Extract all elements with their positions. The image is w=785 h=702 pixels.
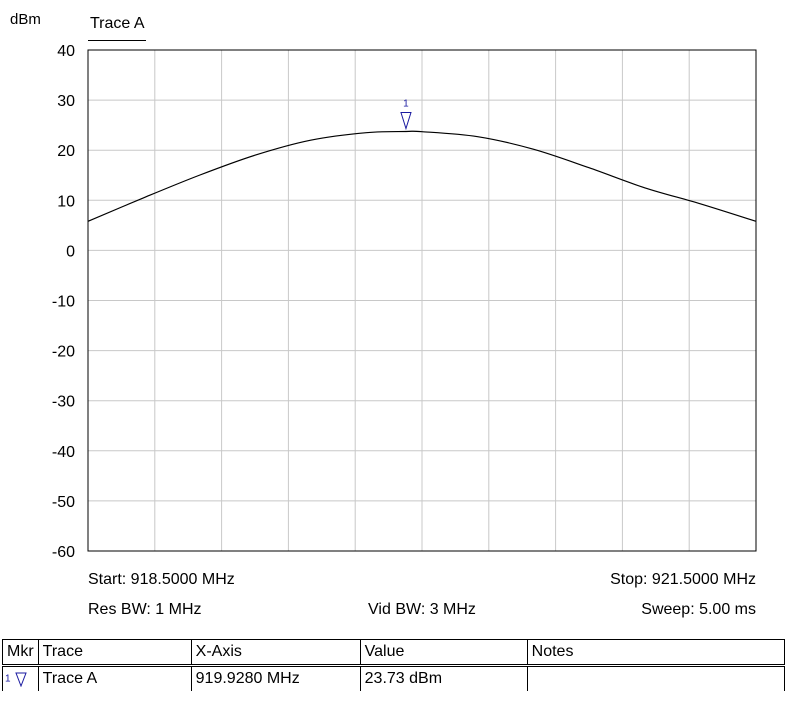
row-xaxis: 919.9280 MHz: [190, 665, 361, 691]
y-tick-label: 20: [57, 143, 75, 160]
y-tick-label: -40: [52, 444, 75, 461]
y-tick-label: 30: [57, 93, 75, 110]
y-tick-label: 0: [66, 243, 75, 260]
spectrum-plot: 40 30 20 10 0 -10 -20 -30 -40 -50 -60 1 Start: 918…: [52, 43, 757, 618]
y-tick-label: 40: [57, 43, 75, 60]
row-value: 23.73 dBm: [359, 665, 528, 691]
row-notes: [526, 665, 785, 691]
y-tick-labels: 40 30 20 10 0 -10 -20 -30 -40 -50 -60: [52, 43, 75, 561]
trace-title: Trace A: [90, 15, 145, 32]
table-row[interactable]: 1 Trace A 919.9280 MHz 23.73 dBm: [2, 665, 785, 691]
plot-frame: [87, 49, 757, 552]
y-tick-label: -50: [52, 494, 75, 511]
row-marker-cell: 1: [2, 665, 39, 691]
trace-markers: 1: [400, 99, 412, 131]
marker-triangle: [400, 112, 412, 131]
trace-title-underline: [88, 40, 146, 41]
header-xaxis: X-Axis: [190, 639, 361, 667]
marker-table: Mkr Trace X-Axis Value Notes 1 Trace A 9…: [2, 639, 785, 691]
video-bandwidth: Vid BW: 3 MHz: [368, 601, 476, 618]
trace-a-line: [87, 130, 757, 222]
y-tick-label: -20: [52, 344, 75, 361]
stop-frequency: Stop: 921.5000 MHz: [610, 571, 756, 588]
header-notes: Notes: [526, 639, 785, 667]
y-unit-label: dBm: [10, 11, 41, 28]
header-mkr: Mkr: [2, 639, 39, 667]
start-frequency: Start: 918.5000 MHz: [88, 571, 235, 588]
header-value: Value: [359, 639, 528, 667]
marker-table-header: Mkr Trace X-Axis Value Notes: [2, 639, 785, 667]
plot-grid: [88, 50, 756, 551]
resolution-bandwidth: Res BW: 1 MHz: [88, 601, 202, 618]
sweep-time: Sweep: 5.00 ms: [641, 601, 756, 618]
y-tick-label: -60: [52, 544, 75, 561]
row-trace: Trace A: [37, 665, 192, 691]
y-tick-label: -30: [52, 394, 75, 411]
marker-triangle-icon: [15, 672, 27, 687]
row-marker-number: 1: [5, 673, 11, 685]
y-tick-label: -10: [52, 294, 75, 311]
marker-label: 1: [403, 99, 409, 110]
header-trace: Trace: [37, 639, 192, 667]
y-tick-label: 10: [57, 193, 75, 210]
